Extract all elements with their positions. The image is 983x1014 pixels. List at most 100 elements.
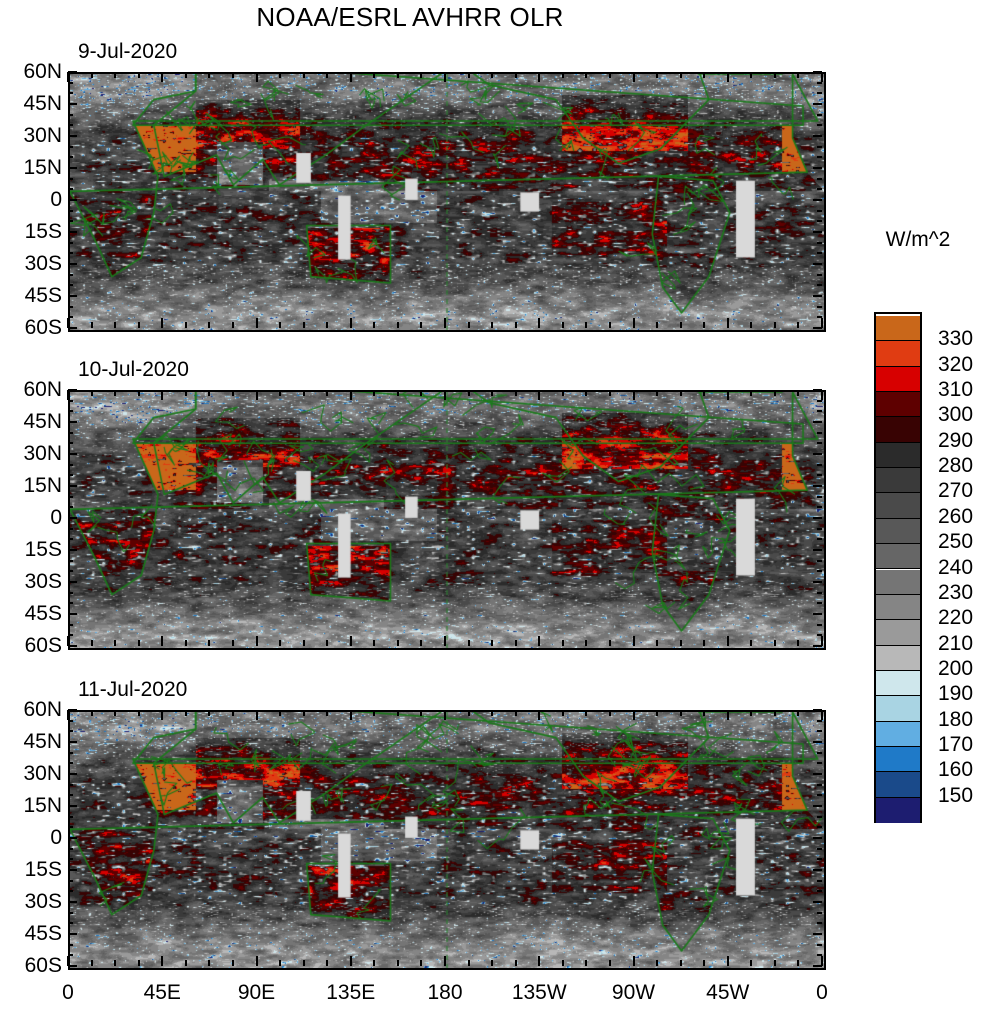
x-minor-tick: [114, 72, 117, 78]
colorbar-swatch-2: [876, 366, 920, 393]
panel-date-2: 11-Jul-2020: [78, 678, 188, 701]
y-minor-tick: [68, 177, 73, 180]
colorbar-swatch-8: [876, 518, 920, 545]
x-minor-tick: [585, 390, 588, 396]
x-major-tick: [349, 390, 352, 400]
y-minor-tick: [68, 623, 73, 626]
colorbar-unit-label: W/m^2: [885, 228, 951, 251]
x-minor-tick: [656, 390, 659, 396]
x-minor-tick: [703, 960, 706, 966]
x-minor-tick: [561, 390, 564, 396]
y-minor-tick: [68, 943, 73, 946]
x-tick-label-90E: 90E: [237, 981, 276, 1004]
x-minor-tick: [514, 322, 517, 328]
x-minor-tick: [208, 640, 211, 646]
colorbar-swatch-19: [876, 797, 920, 823]
y-tick-label-15N: 15N: [23, 474, 62, 497]
x-minor-tick: [679, 710, 682, 716]
y-tick-label-60S: 60S: [24, 634, 62, 657]
y-minor-tick: [68, 815, 73, 818]
y-minor-tick: [68, 474, 73, 477]
y-minor-tick: [817, 273, 822, 276]
x-minor-tick: [396, 390, 399, 396]
y-major-tick: [68, 71, 77, 73]
x-major-tick: [726, 72, 729, 82]
colorbar-swatch-14: [876, 670, 920, 697]
x-major-tick: [632, 956, 635, 966]
y-major-tick: [813, 805, 822, 807]
y-minor-tick: [817, 145, 822, 148]
x-minor-tick: [679, 390, 682, 396]
map-panel-2: [68, 710, 826, 970]
y-major-tick: [68, 453, 77, 455]
y-minor-tick: [817, 442, 822, 445]
y-major-tick: [68, 549, 77, 551]
y-tick-label-15S: 15S: [24, 220, 62, 243]
x-minor-tick: [420, 72, 423, 78]
x-minor-tick: [420, 640, 423, 646]
y-major-tick: [813, 645, 822, 647]
x-minor-tick: [90, 640, 93, 646]
x-minor-tick: [491, 960, 494, 966]
colorbar-swatch-11: [876, 594, 920, 621]
x-minor-tick: [90, 960, 93, 966]
x-major-tick: [444, 318, 446, 328]
y-tick-label-15N: 15N: [23, 156, 62, 179]
y-minor-tick: [817, 495, 822, 498]
x-minor-tick: [750, 640, 753, 646]
x-major-tick: [632, 390, 635, 400]
x-major-tick: [538, 318, 541, 328]
x-minor-tick: [703, 72, 706, 78]
x-major-tick: [349, 710, 352, 720]
x-minor-tick: [420, 390, 423, 396]
x-minor-tick: [561, 710, 564, 716]
colorbar-swatch-0: [876, 316, 920, 342]
colorbar-swatch-4: [876, 417, 920, 443]
y-minor-tick: [817, 177, 822, 180]
y-minor-tick: [68, 559, 73, 562]
y-major-tick: [813, 421, 822, 423]
y-minor-tick: [68, 209, 73, 212]
colorbar-tick-label-190: 190: [938, 682, 974, 706]
colorbar-swatch-5: [876, 442, 920, 469]
y-minor-tick: [817, 922, 822, 925]
x-minor-tick: [326, 960, 329, 966]
colorbar-tick-label-160: 160: [938, 758, 974, 782]
y-minor-tick: [817, 890, 822, 893]
y-tick-label-60N: 60N: [23, 60, 62, 83]
x-minor-tick: [302, 390, 305, 396]
y-tick-label-45S: 45S: [24, 284, 62, 307]
y-minor-tick: [817, 794, 822, 797]
x-major-tick: [632, 636, 635, 646]
y-minor-tick: [68, 506, 73, 509]
x-minor-tick: [231, 710, 234, 716]
y-minor-tick: [68, 634, 73, 637]
x-minor-tick: [114, 390, 117, 396]
x-major-tick: [632, 318, 635, 328]
x-minor-tick: [467, 390, 470, 396]
y-major-tick: [813, 869, 822, 871]
y-minor-tick: [817, 730, 822, 733]
y-tick-label-45N: 45N: [23, 410, 62, 433]
x-major-tick: [444, 710, 446, 720]
y-tick-label-15N: 15N: [23, 794, 62, 817]
x-major-tick: [444, 636, 446, 646]
x-minor-tick: [184, 390, 187, 396]
x-minor-tick: [467, 322, 470, 328]
y-tick-label-30S: 30S: [24, 252, 62, 275]
x-minor-tick: [561, 322, 564, 328]
y-major-tick: [68, 327, 77, 329]
x-major-tick: [632, 72, 635, 82]
x-major-tick: [161, 318, 164, 328]
x-major-tick: [255, 636, 258, 646]
x-major-tick: [161, 390, 164, 400]
y-minor-tick: [68, 570, 73, 573]
x-minor-tick: [114, 322, 117, 328]
x-minor-tick: [302, 640, 305, 646]
x-minor-tick: [279, 710, 282, 716]
x-minor-tick: [491, 390, 494, 396]
y-major-tick: [813, 71, 822, 73]
x-minor-tick: [585, 960, 588, 966]
map-panel-0: [68, 72, 826, 332]
